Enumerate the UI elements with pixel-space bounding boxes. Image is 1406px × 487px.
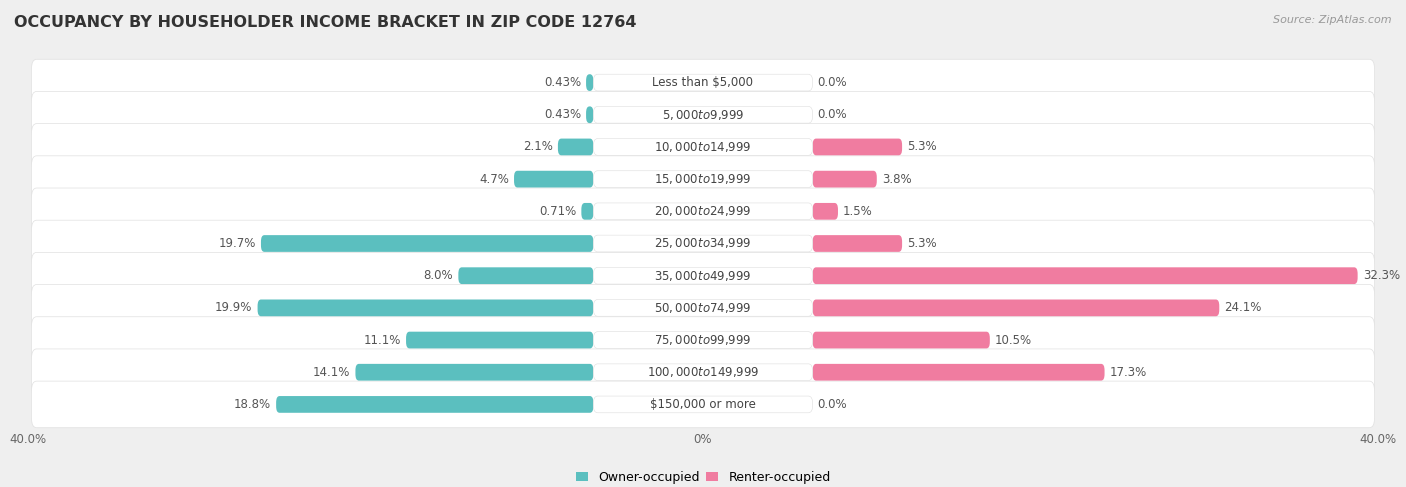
FancyBboxPatch shape [31,252,1375,299]
FancyBboxPatch shape [356,364,593,381]
Text: 32.3%: 32.3% [1362,269,1400,282]
FancyBboxPatch shape [31,156,1375,203]
FancyBboxPatch shape [31,59,1375,106]
Legend: Owner-occupied, Renter-occupied: Owner-occupied, Renter-occupied [571,466,835,487]
Text: $150,000 or more: $150,000 or more [650,398,756,411]
Text: $25,000 to $34,999: $25,000 to $34,999 [654,237,752,250]
FancyBboxPatch shape [593,74,813,91]
FancyBboxPatch shape [593,203,813,220]
FancyBboxPatch shape [31,188,1375,235]
FancyBboxPatch shape [581,203,593,220]
FancyBboxPatch shape [31,284,1375,331]
Text: $50,000 to $74,999: $50,000 to $74,999 [654,301,752,315]
Text: 0.71%: 0.71% [538,205,576,218]
FancyBboxPatch shape [515,171,593,187]
Text: $75,000 to $99,999: $75,000 to $99,999 [654,333,752,347]
FancyBboxPatch shape [813,171,877,187]
Text: $100,000 to $149,999: $100,000 to $149,999 [647,365,759,379]
FancyBboxPatch shape [813,332,990,348]
FancyBboxPatch shape [813,364,1105,381]
FancyBboxPatch shape [406,332,593,348]
Text: 5.3%: 5.3% [907,140,936,153]
FancyBboxPatch shape [558,139,593,155]
Text: Source: ZipAtlas.com: Source: ZipAtlas.com [1274,15,1392,25]
Text: $10,000 to $14,999: $10,000 to $14,999 [654,140,752,154]
FancyBboxPatch shape [593,106,813,123]
Text: 3.8%: 3.8% [882,172,911,186]
FancyBboxPatch shape [813,267,1358,284]
FancyBboxPatch shape [593,267,813,284]
Text: 0.43%: 0.43% [544,108,581,121]
FancyBboxPatch shape [458,267,593,284]
FancyBboxPatch shape [586,106,593,123]
Text: 8.0%: 8.0% [423,269,453,282]
FancyBboxPatch shape [593,364,813,381]
FancyBboxPatch shape [593,396,813,413]
FancyBboxPatch shape [257,300,593,316]
FancyBboxPatch shape [31,124,1375,170]
Text: 14.1%: 14.1% [314,366,350,379]
Text: $5,000 to $9,999: $5,000 to $9,999 [662,108,744,122]
FancyBboxPatch shape [813,235,903,252]
Text: 24.1%: 24.1% [1225,301,1261,315]
FancyBboxPatch shape [593,139,813,155]
FancyBboxPatch shape [593,332,813,348]
Text: $20,000 to $24,999: $20,000 to $24,999 [654,205,752,218]
Text: 0.43%: 0.43% [544,76,581,89]
Text: 0.0%: 0.0% [818,108,848,121]
FancyBboxPatch shape [31,220,1375,267]
Text: 19.9%: 19.9% [215,301,253,315]
FancyBboxPatch shape [813,300,1219,316]
FancyBboxPatch shape [593,235,813,252]
Text: $15,000 to $19,999: $15,000 to $19,999 [654,172,752,186]
FancyBboxPatch shape [262,235,593,252]
Text: $35,000 to $49,999: $35,000 to $49,999 [654,269,752,282]
Text: 0.0%: 0.0% [818,76,848,89]
Text: 18.8%: 18.8% [233,398,271,411]
FancyBboxPatch shape [586,74,593,91]
FancyBboxPatch shape [813,203,838,220]
FancyBboxPatch shape [31,92,1375,138]
FancyBboxPatch shape [276,396,593,413]
FancyBboxPatch shape [31,381,1375,428]
Text: 17.3%: 17.3% [1109,366,1147,379]
FancyBboxPatch shape [593,171,813,187]
Text: 10.5%: 10.5% [995,334,1032,347]
FancyBboxPatch shape [593,300,813,316]
Text: 5.3%: 5.3% [907,237,936,250]
FancyBboxPatch shape [813,139,903,155]
FancyBboxPatch shape [31,349,1375,395]
Text: 19.7%: 19.7% [218,237,256,250]
Text: 0.0%: 0.0% [818,398,848,411]
Text: 11.1%: 11.1% [364,334,401,347]
Text: Less than $5,000: Less than $5,000 [652,76,754,89]
Text: 4.7%: 4.7% [479,172,509,186]
Text: 1.5%: 1.5% [844,205,873,218]
FancyBboxPatch shape [31,317,1375,363]
Text: OCCUPANCY BY HOUSEHOLDER INCOME BRACKET IN ZIP CODE 12764: OCCUPANCY BY HOUSEHOLDER INCOME BRACKET … [14,15,637,30]
Text: 2.1%: 2.1% [523,140,553,153]
